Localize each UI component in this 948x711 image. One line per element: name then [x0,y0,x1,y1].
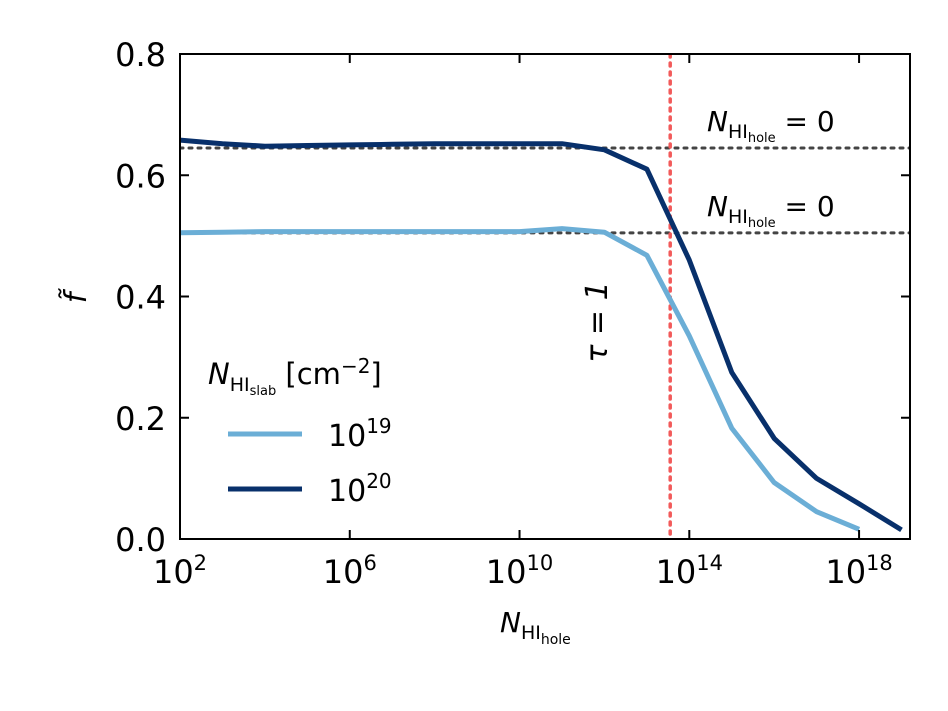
y-tick-label-4: 0.8 [115,36,166,74]
legend-label-10-20: 1020 [328,469,392,509]
y-tick-label-0: 0.0 [115,521,166,559]
axis-ticks: 0.0 0.2 0.4 0.6 0.8 102 106 1010 1014 1018 [115,36,910,591]
tau-label: τ = 1 [580,281,615,362]
hline-label-lower: NHIhole = 0 [707,190,835,231]
y-tick-label-3: 0.6 [115,157,166,195]
legend: NHIslab [cm−2] 1019 1020 [208,354,392,509]
y-tick-label-2: 0.4 [115,279,166,317]
y-tick-label-1: 0.2 [115,400,166,438]
series-lines [180,137,903,533]
legend-label-10-19: 1019 [328,414,392,454]
x-axis-label: NHIhole [500,606,571,648]
x-tick-label-4: 1018 [825,551,892,591]
x-tick-label-1: 106 [323,551,377,591]
hline-label-upper: NHIhole = 0 [707,105,835,146]
x-tick-label-3: 1014 [656,551,723,591]
x-tick-label-2: 1010 [486,551,553,591]
legend-title: NHIslab [cm−2] [208,354,382,399]
x-tick-label-0: 102 [153,551,207,591]
series-line-20 [180,137,903,533]
y-axis-label: f̃ [59,288,94,304]
series-line-19 [180,226,861,532]
